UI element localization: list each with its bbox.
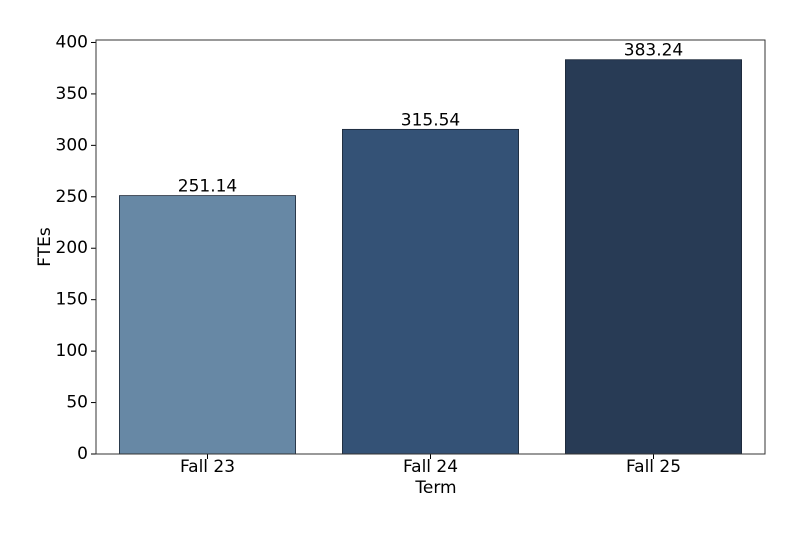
y-tick-label: 100 <box>56 341 88 361</box>
y-tick-label: 400 <box>56 32 88 52</box>
y-tick-label: 150 <box>56 290 88 310</box>
x-tick-label: Fall 23 <box>180 457 235 477</box>
bar <box>342 128 519 455</box>
x-axis-label: Term <box>414 478 456 498</box>
plot-frame <box>95 39 766 455</box>
bar <box>565 59 742 455</box>
data-label: 315.54 <box>401 110 460 130</box>
y-tick-label: 50 <box>66 393 88 413</box>
data-label: 383.24 <box>624 41 683 61</box>
bar <box>119 195 296 455</box>
y-tick-label: 200 <box>56 238 88 258</box>
y-tick-label: 350 <box>56 84 88 104</box>
y-axis-label: FTEs <box>35 227 55 267</box>
data-label: 251.14 <box>178 177 237 197</box>
x-tick-label: Fall 25 <box>626 457 681 477</box>
y-tick-label: 300 <box>56 135 88 155</box>
y-tick-label: 0 <box>77 444 88 464</box>
x-tick-label: Fall 24 <box>403 457 458 477</box>
y-tick-label: 250 <box>56 187 88 207</box>
